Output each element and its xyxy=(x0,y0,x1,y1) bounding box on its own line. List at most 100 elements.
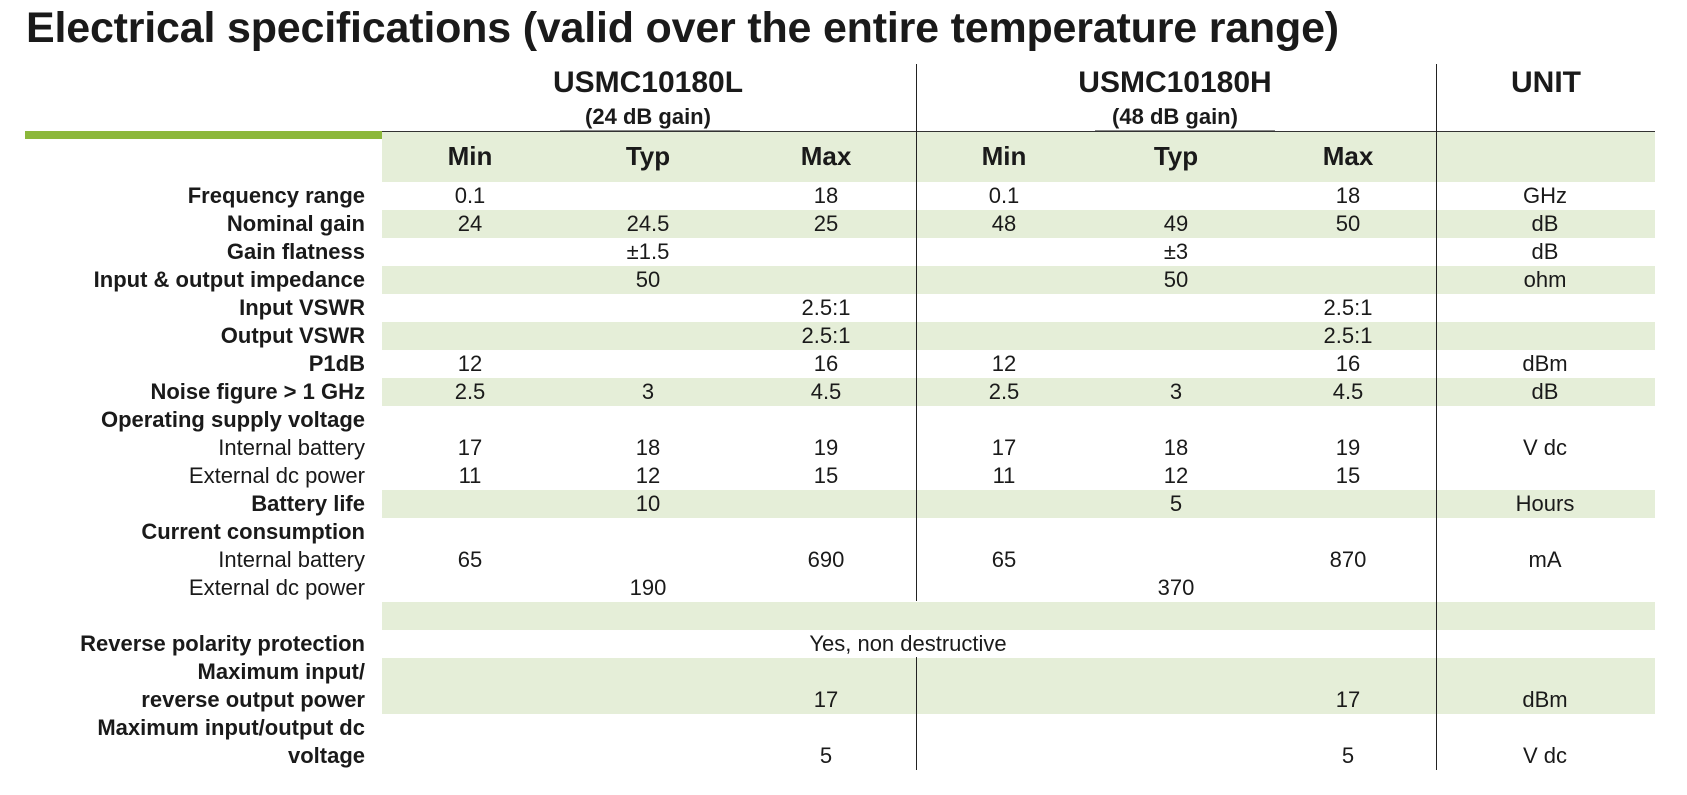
column-header-max: Max xyxy=(1322,141,1374,171)
table-cell: 4.5 xyxy=(1332,379,1364,404)
table-cell: 18 xyxy=(1335,183,1361,208)
column-separator xyxy=(916,657,917,770)
row-label: Nominal gain xyxy=(226,211,365,236)
table-cell: 50 xyxy=(1335,211,1361,236)
product-gain-l: (24 dB gain) xyxy=(585,104,711,129)
spanning-cell: Yes, non destructive xyxy=(809,631,1007,656)
column-header-min: Min xyxy=(981,141,1027,171)
table-cell: 10 xyxy=(635,491,661,516)
table-cell: 18 xyxy=(1163,435,1189,460)
unit-cell: Hours xyxy=(1515,491,1575,516)
table-cell: 65 xyxy=(457,547,483,572)
table-cell: 5 xyxy=(819,743,833,768)
column-header-typ: Typ xyxy=(625,141,671,171)
table-cell: 48 xyxy=(991,211,1017,236)
table-cell: 16 xyxy=(813,351,839,376)
column-separator xyxy=(916,64,917,601)
column-header-max: Max xyxy=(800,141,852,171)
unit-cell: GHz xyxy=(1523,183,1567,208)
table-cell: 18 xyxy=(813,183,839,208)
table-cell: 12 xyxy=(991,351,1017,376)
row-label: Battery life xyxy=(251,491,365,516)
row-shading xyxy=(382,210,1655,238)
table-cell: 15 xyxy=(1335,463,1361,488)
unit-cell: dB xyxy=(1531,379,1559,404)
table-cell: 17 xyxy=(1335,687,1361,712)
table-cell: 19 xyxy=(813,435,839,460)
table-cell: 2.5 xyxy=(454,379,486,404)
header-rule-short xyxy=(1095,130,1275,131)
table-cell: 2.5:1 xyxy=(801,295,851,320)
table-cell: 17 xyxy=(813,687,839,712)
row-label: P1dB xyxy=(308,351,365,376)
table-cell: 690 xyxy=(807,547,845,572)
table-cell: 3 xyxy=(1169,379,1183,404)
table-cell: 2.5:1 xyxy=(1323,323,1373,348)
column-header-min: Min xyxy=(447,141,493,171)
column-separator xyxy=(1436,64,1437,770)
table-cell: 50 xyxy=(635,267,661,292)
row-label: External dc power xyxy=(188,575,365,600)
table-cell: 17 xyxy=(457,435,483,460)
table-cell: ±1.5 xyxy=(626,239,670,264)
header-rule-short xyxy=(560,130,740,131)
row-shading xyxy=(382,490,1655,518)
table-cell: 5 xyxy=(1341,743,1355,768)
table-cell: 24.5 xyxy=(626,211,670,236)
unit-cell: V dc xyxy=(1522,743,1568,768)
row-label: Input & output impedance xyxy=(93,267,365,292)
row-label: Maximum input/output dc xyxy=(97,715,365,740)
table-cell: 65 xyxy=(991,547,1017,572)
table-cell: 190 xyxy=(629,575,667,600)
table-cell: 2.5 xyxy=(988,379,1020,404)
table-cell: 2.5:1 xyxy=(801,323,851,348)
row-label: Gain flatness xyxy=(226,239,365,264)
page-title: Electrical specifications (valid over th… xyxy=(26,4,1339,52)
column-header-typ: Typ xyxy=(1153,141,1199,171)
table-cell: 19 xyxy=(1335,435,1361,460)
header-rule xyxy=(382,131,1655,132)
row-shading xyxy=(382,322,1655,350)
table-cell: 3 xyxy=(641,379,655,404)
product-gain-h: (48 dB gain) xyxy=(1112,104,1238,129)
table-cell: 49 xyxy=(1163,211,1189,236)
row-label: voltage xyxy=(287,743,365,768)
table-cell: 11 xyxy=(992,463,1016,488)
table-cell: 0.1 xyxy=(454,183,486,208)
row-label: Input VSWR xyxy=(239,295,365,320)
unit-cell: ohm xyxy=(1523,267,1567,292)
accent-bar xyxy=(25,131,382,139)
table-cell: 25 xyxy=(813,211,839,236)
unit-cell: dB xyxy=(1531,239,1559,264)
table-cell: 0.1 xyxy=(988,183,1020,208)
row-shading xyxy=(382,658,1655,686)
row-label: Output VSWR xyxy=(220,323,365,348)
table-cell: 18 xyxy=(635,435,661,460)
row-label: Frequency range xyxy=(187,183,365,208)
row-label: Reverse polarity protection xyxy=(80,631,365,656)
table-cell: 11 xyxy=(458,463,482,488)
row-shading xyxy=(382,378,1655,406)
table-cell: 870 xyxy=(1329,547,1367,572)
row-label: External dc power xyxy=(188,463,365,488)
product-name-l: USMC10180L xyxy=(552,66,744,99)
unit-cell: dBm xyxy=(1522,687,1568,712)
table-cell: 12 xyxy=(457,351,483,376)
table-cell: 12 xyxy=(1163,463,1189,488)
unit-cell: dB xyxy=(1531,211,1559,236)
table-cell: ±3 xyxy=(1163,239,1189,264)
table-cell: 15 xyxy=(813,463,839,488)
column-header-band xyxy=(382,132,1655,182)
table-cell: 370 xyxy=(1157,575,1195,600)
table-cell: 50 xyxy=(1163,267,1189,292)
unit-cell: V dc xyxy=(1522,435,1568,460)
row-shading xyxy=(382,686,1655,714)
table-cell: 4.5 xyxy=(810,379,842,404)
product-name-h: USMC10180H xyxy=(1078,66,1272,99)
row-label: Operating supply voltage xyxy=(100,407,365,432)
row-label: reverse output power xyxy=(141,687,365,712)
table-cell: 17 xyxy=(991,435,1017,460)
row-shading xyxy=(382,602,1655,630)
row-label: Current consumption xyxy=(141,519,365,544)
unit-header: UNIT xyxy=(1511,66,1581,99)
